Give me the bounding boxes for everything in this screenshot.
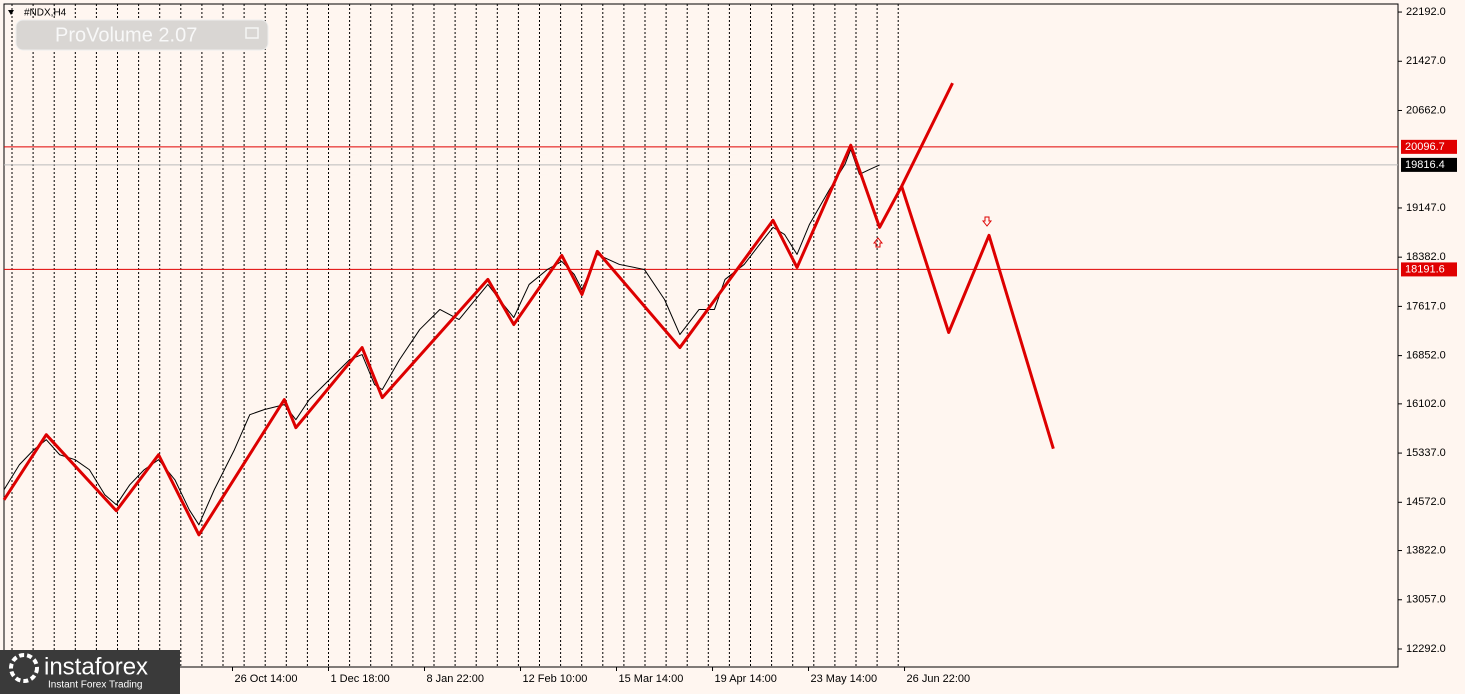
y-tick-label: 22192.0 (1406, 6, 1446, 18)
plot-area (3, 3, 1399, 668)
x-tick-label: 19 Apr 14:00 (715, 673, 777, 685)
price-level-label: 18191.6 (1405, 263, 1445, 275)
panel-icon[interactable] (245, 27, 259, 39)
price-line (2, 82, 954, 537)
x-tick-label: 8 Jan 22:00 (427, 673, 485, 685)
up-arrow (872, 237, 884, 248)
y-tick-label: 13057.0 (1406, 594, 1446, 606)
symbol-label: #NDX,H4 (24, 8, 67, 19)
price-level-box (1401, 139, 1457, 154)
y-tick-label: 13822.0 (1406, 544, 1446, 556)
y-tick-label: 14572.0 (1406, 496, 1446, 508)
indicator-panel[interactable]: ProVolume 2.07 (15, 19, 269, 51)
price-line (900, 185, 1055, 450)
brand-tagline: Instant Forex Trading (48, 680, 143, 691)
y-tick-label: 17617.0 (1406, 300, 1446, 312)
series-layer (2, 82, 1398, 537)
x-tick-label: 12 Feb 10:00 (523, 673, 588, 685)
logo-gear (9, 653, 39, 683)
period-separators (11, 4, 899, 667)
price-line (3, 148, 880, 526)
y-tick-label: 12292.0 (1406, 643, 1446, 655)
price-level-label: 20096.7 (1405, 141, 1445, 153)
y-tick-label: 16102.0 (1406, 398, 1446, 410)
y-tick-label: 15337.0 (1406, 447, 1446, 459)
x-tick-label: 26 Oct 14:00 (234, 673, 297, 685)
y-tick-label: 20662.0 (1406, 104, 1446, 116)
indicator-box[interactable] (15, 19, 269, 51)
y-tick-label: 21427.0 (1406, 55, 1446, 67)
current-price-label: 19816.4 (1405, 159, 1445, 171)
down-arrow (981, 216, 993, 227)
current-price-box (1401, 157, 1457, 172)
y-tick-label: 16852.0 (1406, 350, 1446, 362)
x-tick-label: 26 Jun 22:00 (907, 673, 971, 685)
y-tick-label: 18382.0 (1406, 251, 1446, 263)
brand-logo: instaforex Instant Forex Trading (0, 650, 180, 694)
x-tick-label: 23 May 14:00 (811, 673, 878, 685)
x-tick-label: 1 Dec 18:00 (330, 673, 389, 685)
price-level-box (1401, 262, 1457, 277)
x-tick-label: 15 Mar 14:00 (619, 673, 684, 685)
y-tick-label: 19147.0 (1406, 202, 1446, 214)
indicator-name[interactable]: ProVolume 2.07 (55, 24, 197, 46)
menu-arrow (8, 10, 14, 15)
brand-name: instaforex (44, 653, 148, 680)
